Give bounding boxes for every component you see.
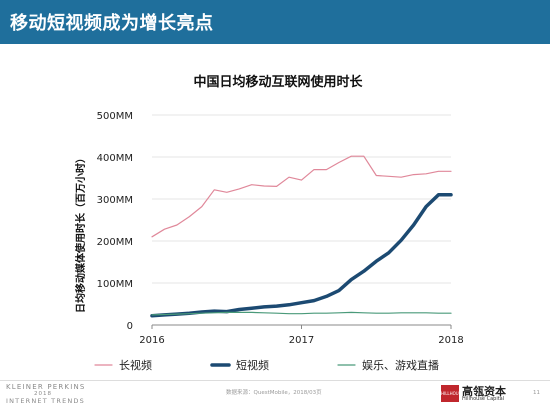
kleiner-perkins-logo: KLEINER PERKINS 2018 INTERNET TRENDS: [6, 384, 86, 405]
x-tick-label: 2017: [289, 335, 314, 346]
y-tick-label: 300MM: [97, 195, 133, 206]
kp-logo-name: KLEINER PERKINS: [6, 383, 86, 391]
y-tick-label: 0: [127, 321, 133, 332]
hillhouse-badge-icon: HILLHOUSE: [441, 385, 459, 402]
series-line: [151, 311, 452, 316]
grid-lines: [152, 114, 451, 326]
legend: 长视频 短视频 娱乐、游戏直播: [94, 358, 439, 372]
source-note: 数据来源：QuestMobile，2018/03页: [226, 390, 322, 396]
line-chart: 中国日均移动互联网使用时长 日均移动媒体使用时长（百万小时） 0 100MM 200…: [74, 74, 464, 372]
slide-header: 移动短视频成为增长亮点: [0, 0, 550, 44]
y-tick-label: 200MM: [97, 237, 133, 248]
hillhouse-name-cn: 高瓴资本: [462, 385, 506, 398]
y-axis-label: 日均移动媒体使用时长（百万小时）: [74, 153, 87, 313]
x-tick-labels: 2016 2017 2018: [139, 325, 464, 346]
chart-title: 中国日均移动互联网使用时长: [193, 74, 363, 90]
series-line: [150, 193, 453, 318]
legend-label: 短视频: [236, 358, 269, 372]
y-tick-label: 500MM: [97, 111, 133, 122]
series-line: [151, 155, 452, 238]
slide-title: 移动短视频成为增长亮点: [10, 13, 214, 34]
x-tick-label: 2016: [139, 335, 164, 346]
x-tick-label: 2018: [438, 335, 463, 346]
series-lines: [150, 155, 453, 318]
footer-divider: [0, 380, 550, 381]
y-tick-label: 400MM: [97, 153, 133, 164]
kp-logo-subtitle: INTERNET TRENDS: [6, 397, 85, 405]
hillhouse-name-en: Hillhouse Capital: [462, 396, 505, 402]
legend-label: 娱乐、游戏直播: [362, 358, 439, 372]
legend-label: 长视频: [119, 358, 152, 372]
y-tick-label: 100MM: [97, 279, 133, 290]
kp-logo-year: 2018: [34, 391, 52, 397]
y-tick-labels: 0 100MM 200MM 300MM 400MM 500MM: [97, 111, 133, 332]
page-number: 11: [533, 390, 540, 396]
